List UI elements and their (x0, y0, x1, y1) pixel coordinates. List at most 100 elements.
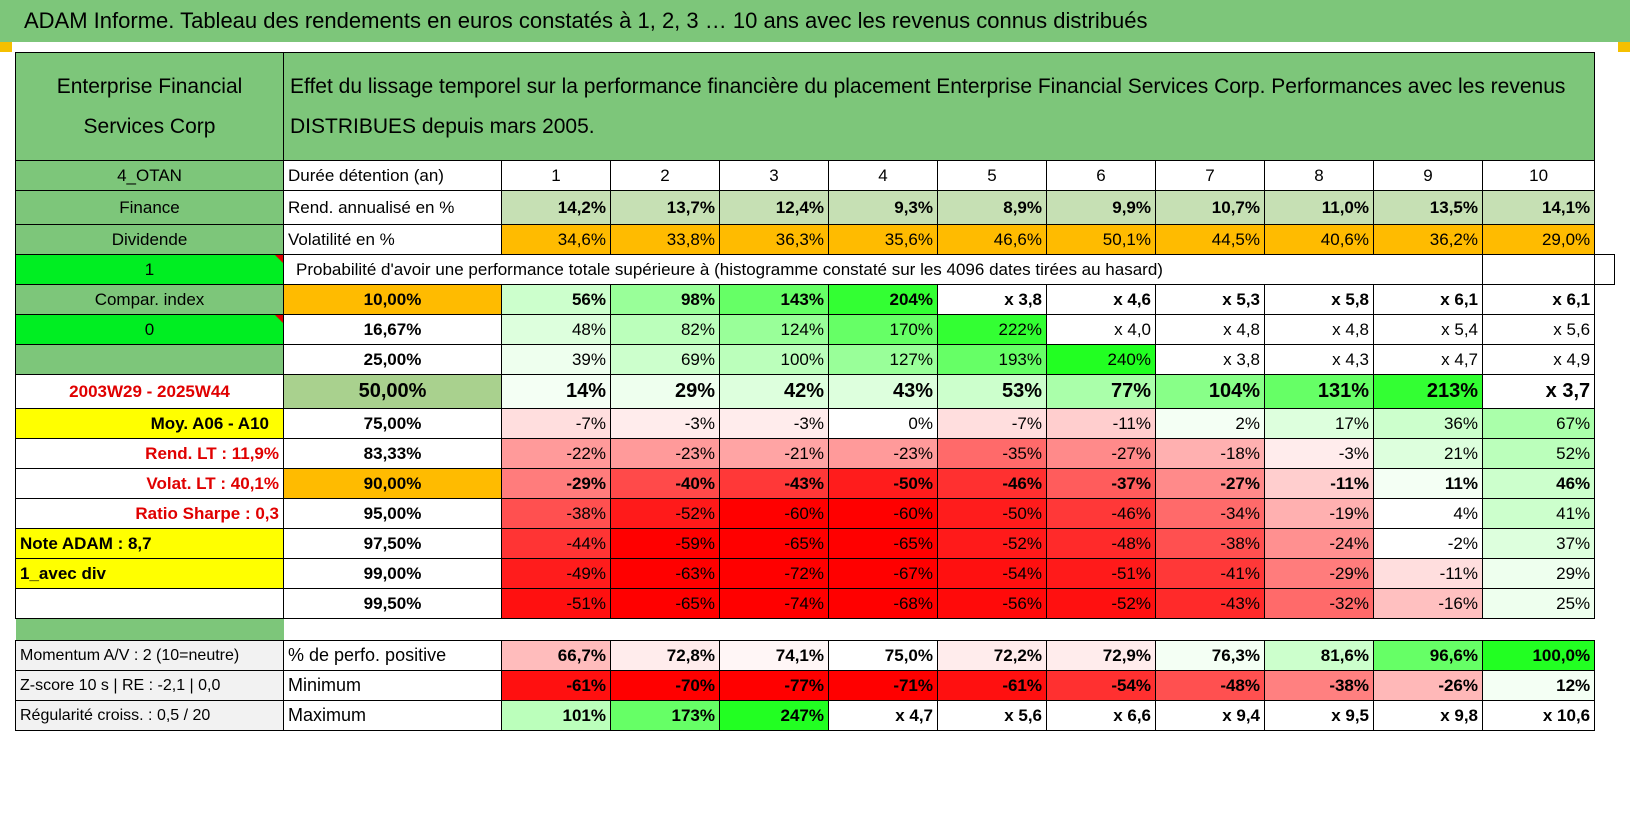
annualized-cell: 10,7% (1155, 190, 1265, 225)
summary-cell: x 10,6 (1481, 700, 1596, 731)
probability-cell: -43% (719, 468, 829, 499)
probability-threshold-row: Note ADAM : 8,7 97,50% -44% -59% -65% -65% -52… (15, 528, 1615, 559)
volatility-cell: 36,2% (1373, 224, 1483, 255)
volatility-cell: 34,6% (501, 224, 611, 255)
summary-cell: 74,1% (719, 640, 829, 671)
probability-cell: -46% (1046, 498, 1156, 529)
probability-cell: -11% (1373, 558, 1483, 589)
company-name: Enterprise Financial Services Corp (15, 52, 284, 161)
probability-cell: x 6,1 (1481, 284, 1596, 315)
probability-cell: -51% (1046, 558, 1156, 589)
probability-cell: 240% (1046, 344, 1156, 375)
probability-cell: -11% (1264, 468, 1374, 499)
probability-cell: -3% (719, 408, 829, 439)
probability-cell: 170% (828, 314, 938, 345)
duration-cell: 10 (1481, 160, 1596, 191)
probability-cell: -38% (1155, 528, 1265, 559)
summary-cell: 12% (1481, 670, 1596, 701)
probability-cell: -35% (937, 438, 1047, 469)
annualized-cell: 9,3% (828, 190, 938, 225)
probability-cell: 204% (828, 284, 938, 315)
side-label: 0 (15, 314, 284, 345)
threshold-pct: 99,50% (283, 588, 502, 619)
summary-cell: -61% (501, 670, 611, 701)
probability-threshold-row: 2003W29 - 2025W44 50,00% 14% 29% 42% 43% 53% 77… (15, 374, 1615, 409)
threshold-pct: 99,00% (283, 558, 502, 589)
threshold-pct: 95,00% (283, 498, 502, 529)
probability-cell: -16% (1373, 588, 1483, 619)
summary-cell: -77% (719, 670, 829, 701)
probability-cell: x 4,9 (1481, 344, 1596, 375)
duration-cell: 9 (1373, 160, 1483, 191)
side-label: Finance (15, 190, 284, 225)
probability-cell: 14% (501, 374, 611, 409)
probability-cell: x 5,8 (1264, 284, 1374, 315)
probability-cell: x 4,8 (1264, 314, 1374, 345)
probability-cell: -65% (828, 528, 938, 559)
side-label: Note ADAM : 8,7 (15, 528, 284, 559)
summary-cell: 247% (719, 700, 829, 731)
probability-cell: 222% (937, 314, 1047, 345)
probability-cell: -27% (1155, 468, 1265, 499)
probability-cell: -50% (937, 498, 1047, 529)
summary-cell: x 6,6 (1046, 700, 1156, 731)
row-label: % de perfo. positive (283, 640, 502, 671)
probability-cell: -56% (937, 588, 1047, 619)
header-row: Enterprise Financial Services Corp Effet… (15, 52, 1615, 161)
probability-cell: 131% (1264, 374, 1374, 409)
probability-threshold-row: Rend. LT : 11,9% 83,33% -22% -23% -21% -23% -3… (15, 438, 1615, 469)
probability-cell: -19% (1264, 498, 1374, 529)
duration-cell: 4 (828, 160, 938, 191)
probability-cell: 21% (1373, 438, 1483, 469)
summary-cell: 173% (610, 700, 720, 731)
summary-cell: -70% (610, 670, 720, 701)
probability-cell: 124% (719, 314, 829, 345)
summary-cell: x 9,5 (1264, 700, 1374, 731)
summary-cell: -71% (828, 670, 938, 701)
probability-cell: -52% (1046, 588, 1156, 619)
probability-cell: 82% (610, 314, 720, 345)
probability-cell: -23% (828, 438, 938, 469)
side-label: 2003W29 - 2025W44 (15, 374, 284, 409)
separator-green (15, 618, 284, 641)
probability-cell: -27% (1046, 438, 1156, 469)
probability-cell: -60% (828, 498, 938, 529)
annualized-cell: 9,9% (1046, 190, 1156, 225)
table-description: Effet du lissage temporel sur la perform… (282, 52, 1596, 161)
probability-cell: x 5,3 (1155, 284, 1265, 315)
probability-cell: 100% (719, 344, 829, 375)
summary-cell: 101% (501, 700, 611, 731)
probability-cell: x 3,8 (937, 284, 1047, 315)
probability-cell: -29% (1264, 558, 1374, 589)
probability-cell: 36% (1373, 408, 1483, 439)
probability-cell: x 4,7 (1373, 344, 1483, 375)
probability-cell: 25% (1481, 588, 1596, 619)
probability-cell: -54% (937, 558, 1047, 589)
probability-cell: -21% (719, 438, 829, 469)
probability-label: Probabilité d'avoir une performance tota… (283, 254, 1483, 285)
probability-threshold-row: 1_avec div 99,00% -49% -63% -72% -67% -54% -51%… (15, 558, 1615, 589)
summary-row: Z-score 10 s | RE : -2,1 | 0,0 Minimum -61… (15, 670, 1615, 701)
probability-cell: -52% (937, 528, 1047, 559)
annualized-cell: 8,9% (937, 190, 1047, 225)
probability-cell: -29% (501, 468, 611, 499)
probability-cell: -49% (501, 558, 611, 589)
probability-cell: -63% (610, 558, 720, 589)
volatility-cell: 44,5% (1155, 224, 1265, 255)
summary-cell: 75,0% (828, 640, 938, 671)
probability-cell: -38% (501, 498, 611, 529)
row-label: Minimum (283, 670, 502, 701)
probability-threshold-row: Volat. LT : 40,1% 90,00% -29% -40% -43% -50% -… (15, 468, 1615, 499)
probability-cell: 29% (610, 374, 720, 409)
row-label: Rend. annualisé en % (283, 190, 502, 225)
probability-cell: -22% (501, 438, 611, 469)
annualized-cell: 14,2% (501, 190, 611, 225)
probability-cell: 37% (1481, 528, 1596, 559)
probability-cell: x 4,0 (1046, 314, 1156, 345)
duration-cell: 7 (1155, 160, 1265, 191)
probability-cell: -41% (1155, 558, 1265, 589)
row-label: Durée détention (an) (283, 160, 502, 191)
probability-cell: -37% (1046, 468, 1156, 499)
summary-cell: -61% (937, 670, 1047, 701)
probability-cell: 213% (1373, 374, 1483, 409)
